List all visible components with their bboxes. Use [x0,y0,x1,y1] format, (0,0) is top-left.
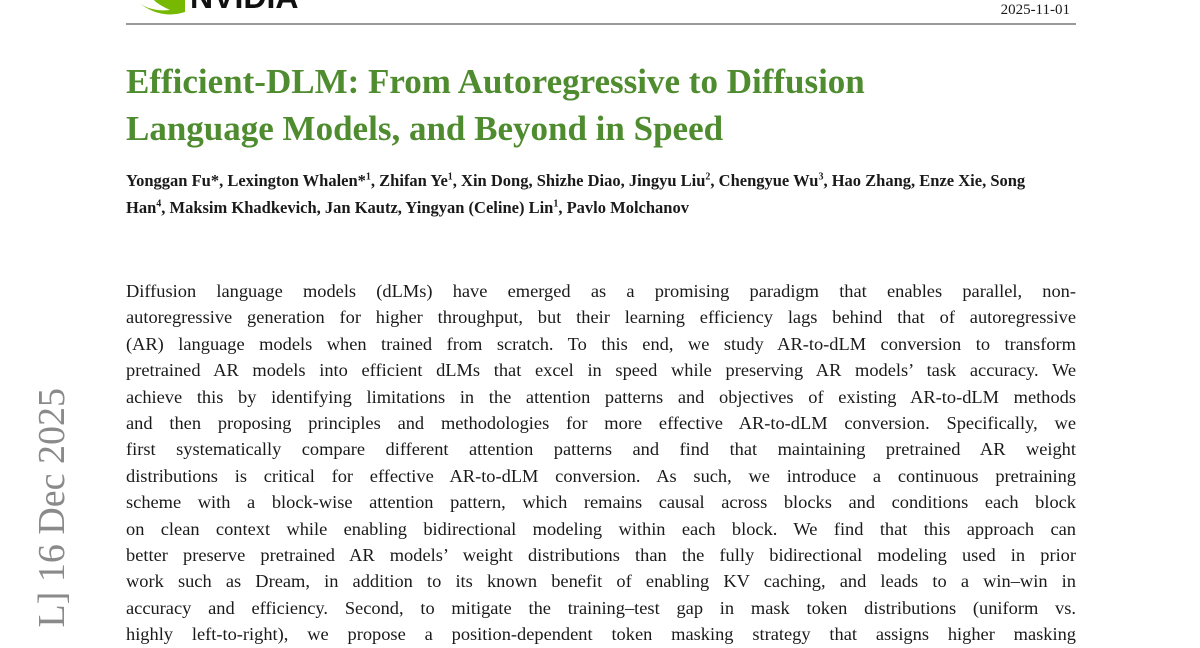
affiliation-mark: 2 [705,171,711,183]
author-names: , Zhifan Ye [370,171,448,190]
author-names: , Xin Dong, Shizhe Diao, Jingyu Liu [452,171,706,190]
title-line: Language Models, and Beyond in Speed [126,109,724,148]
logo-eye [138,0,185,15]
abstract-line: achieve this by identifying limitations … [126,386,1076,407]
logo-text: NVIDIA [190,0,298,15]
date: 2025-11-01 [1000,2,1070,18]
abstract-line: work such as Dream, in addition to its k… [126,571,1076,592]
title: Efficient-DLM: From Autoregressive to Di… [126,58,865,152]
affiliation-mark: 4 [156,198,162,209]
abstract-line: better preserve pretrained AR models’ we… [126,545,1076,566]
authors: Yonggan Fu*, Lexington Whalen*1, Zhifan … [126,168,1031,221]
abstract: Diffusion language models (dLMs) have em… [126,278,1076,648]
affiliation-mark: 1 [553,198,559,209]
abstract-line: autoregressive generation for higher thr… [126,307,1076,328]
affiliation-mark: 3 [818,171,824,183]
affiliation-mark: 1 [365,171,371,183]
abstract-line: highly left-to-right), we propose a posi… [126,624,1076,645]
abstract-line: accuracy and efficiency. Second, to miti… [126,597,1076,618]
title-line: Efficient-DLM: From Autoregressive to Di… [126,62,865,101]
abstract-line: first systematically compare different a… [126,439,1076,460]
logo: NVIDIA [138,0,298,15]
abstract-line: (AR) language models when trained from s… [126,333,1076,354]
abstract-line: and then proposing principles and method… [126,413,1076,434]
arxiv-stamp: L] 16 Dec 2025 [31,388,73,628]
side-stamp-area: L] 16 Dec 2025 [31,388,73,628]
abstract-line: scheme with a block-wise attention patte… [126,492,1076,513]
affiliation-mark: 1 [447,171,453,183]
author-names: , Maksim Khadkevich, Jan Kautz, Yingyan … [161,197,554,217]
author-names: , Chengyue Wu [710,171,819,190]
header-rule [126,23,1076,25]
abstract-line: pretrained AR models into efficient dLMs… [126,360,1076,381]
abstract-line: distributions is critical for effective … [126,465,1076,486]
author-names: Yonggan Fu*, Lexington Whalen* [126,171,366,190]
abstract-line: on clean context while enabling bidirect… [126,518,1076,539]
author-names: , Pavlo Molchanov [558,197,689,217]
author-names: , Hao Zhang, Enze Xie, Song Han [126,171,1026,217]
abstract-line: Diffusion language models (dLMs) have em… [126,281,1076,301]
